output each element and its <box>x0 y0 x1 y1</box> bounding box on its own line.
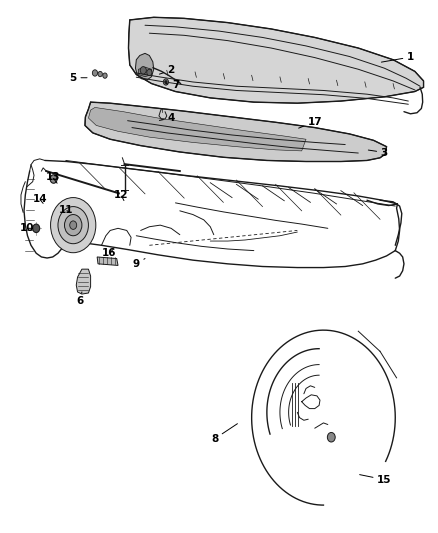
Circle shape <box>163 79 169 85</box>
Text: 17: 17 <box>299 117 322 128</box>
Circle shape <box>147 69 152 76</box>
Polygon shape <box>138 67 152 77</box>
Text: 14: 14 <box>32 194 47 204</box>
Text: 16: 16 <box>102 248 117 259</box>
Text: 2: 2 <box>159 66 175 75</box>
Text: 3: 3 <box>368 148 388 158</box>
Polygon shape <box>76 269 91 294</box>
Text: 13: 13 <box>46 172 60 183</box>
Circle shape <box>103 73 107 78</box>
Circle shape <box>35 227 38 230</box>
Text: 15: 15 <box>360 474 392 484</box>
Circle shape <box>98 71 102 77</box>
Circle shape <box>58 207 88 244</box>
Text: 6: 6 <box>76 292 83 306</box>
Circle shape <box>327 432 335 442</box>
Circle shape <box>64 215 82 236</box>
Circle shape <box>70 221 77 229</box>
Text: 9: 9 <box>133 259 145 269</box>
Polygon shape <box>67 206 74 214</box>
Circle shape <box>165 80 167 84</box>
Circle shape <box>92 70 98 76</box>
Text: 5: 5 <box>70 72 87 83</box>
Text: 12: 12 <box>114 190 128 200</box>
Text: 1: 1 <box>381 52 414 62</box>
Circle shape <box>50 175 57 183</box>
Polygon shape <box>128 17 424 103</box>
Text: 11: 11 <box>59 205 73 215</box>
Polygon shape <box>135 53 154 80</box>
Circle shape <box>33 224 40 232</box>
Polygon shape <box>85 102 387 161</box>
Circle shape <box>50 198 96 253</box>
Text: 4: 4 <box>159 113 175 123</box>
Polygon shape <box>97 257 118 265</box>
Text: 8: 8 <box>211 424 237 444</box>
Text: 7: 7 <box>166 79 179 90</box>
Text: 10: 10 <box>19 223 34 233</box>
Circle shape <box>140 67 146 74</box>
Polygon shape <box>88 108 306 151</box>
